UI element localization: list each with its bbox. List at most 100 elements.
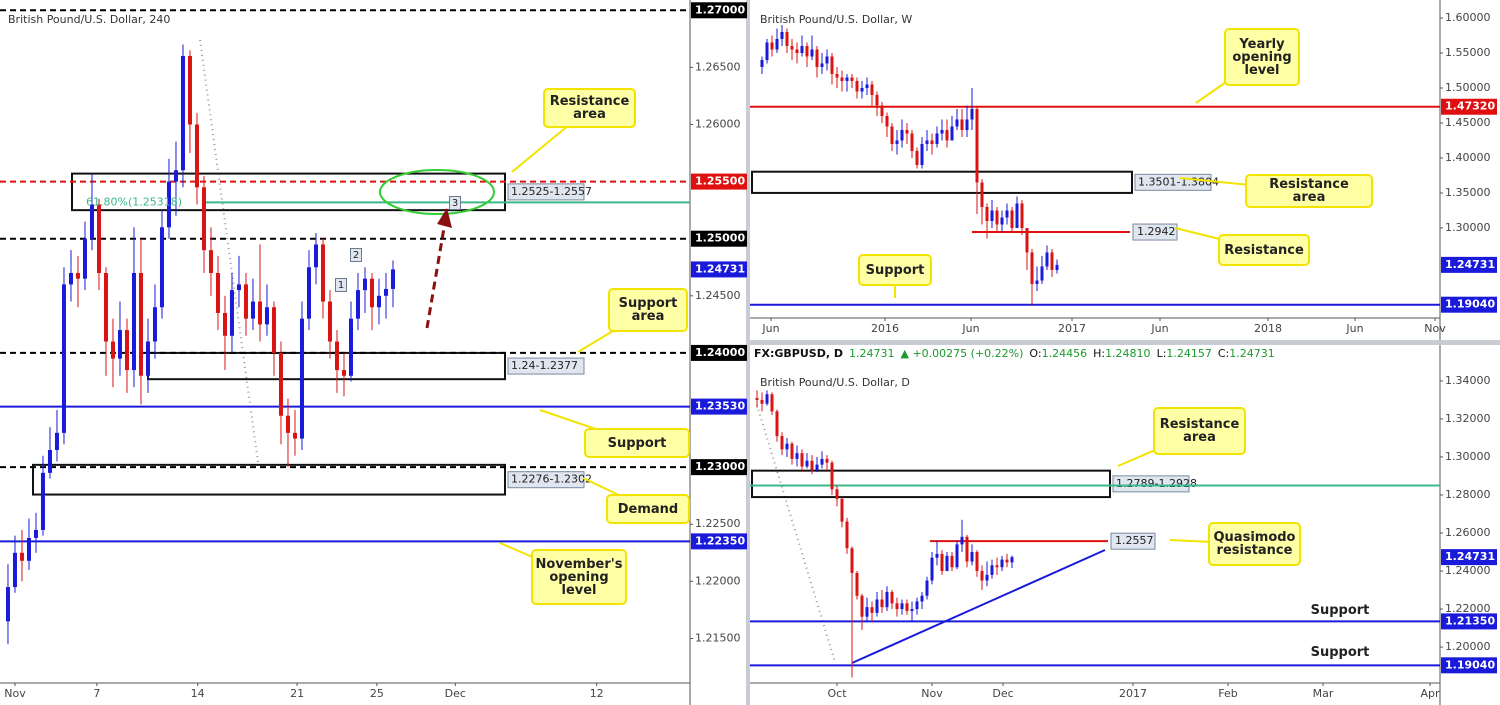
y-tick-label: 1.21500 — [695, 631, 741, 644]
header: FX:GBPUSD, D 1.24731 ▲ +0.00275 (+0.22%) O:… — [754, 347, 1275, 360]
highlight-ellipse — [379, 169, 495, 215]
candle-body — [985, 574, 989, 581]
candle-body — [930, 557, 934, 581]
header-field-value: 1.24810 — [1105, 347, 1151, 360]
header-field-label: L: — [1157, 347, 1167, 360]
candle-body — [965, 119, 969, 130]
level-label: 1.2557 — [1115, 534, 1154, 547]
candle-body — [201, 187, 206, 251]
candle-body — [285, 415, 290, 433]
candle-body — [61, 284, 66, 433]
price-label: 1.23530 — [695, 400, 745, 413]
x-tick-label: Jun — [961, 322, 979, 335]
x-tick-label: 14 — [191, 687, 205, 700]
candle-body — [835, 489, 839, 499]
candle-body — [880, 599, 884, 608]
y-tick-label: 1.22000 — [1445, 602, 1491, 615]
zone — [751, 469, 1111, 499]
price-label-box — [1441, 296, 1497, 313]
callout-frame: November's opening level — [531, 549, 627, 605]
y-tick-label: 1.26000 — [695, 117, 741, 130]
price-label-box — [1441, 98, 1497, 115]
candle-body — [775, 411, 779, 437]
x-tick-label: Jun — [761, 322, 779, 335]
candle-body — [825, 56, 829, 64]
wave-tag: 2 — [350, 248, 362, 262]
candle-body — [278, 352, 283, 416]
y-tick-label: 1.24000 — [1445, 564, 1491, 577]
candle-body — [965, 536, 969, 562]
y-tick-label: 1.34000 — [1445, 374, 1491, 387]
x-tick-label: 2017 — [1058, 322, 1086, 335]
price-label: 1.19040 — [1445, 658, 1495, 671]
x-tick-label: Dec — [445, 687, 466, 700]
zone — [71, 172, 506, 212]
x-tick-label: Feb — [1218, 687, 1237, 700]
price-label: 1.23000 — [695, 460, 745, 473]
callout-frame: 2 — [350, 248, 362, 262]
price-label-box — [691, 459, 747, 476]
candle-body — [805, 45, 809, 57]
candle-body — [341, 370, 346, 376]
candle-body — [840, 77, 844, 81]
price-label: 1.19040 — [1445, 298, 1495, 311]
candle-body — [995, 565, 999, 568]
candle-body — [243, 284, 248, 319]
candle-body — [215, 272, 220, 313]
callout: Support — [858, 254, 932, 286]
candle-body — [800, 45, 804, 53]
candle-body — [990, 210, 994, 221]
candle-body — [1015, 203, 1019, 228]
candle-body — [68, 272, 73, 285]
header-last: 1.24731 — [849, 347, 895, 360]
x-tick-label: 2018 — [1254, 322, 1282, 335]
candle-body — [790, 45, 794, 50]
candle-body — [1010, 557, 1014, 563]
callout: Resistance — [1218, 234, 1310, 266]
candle-body — [960, 536, 964, 545]
candle-body — [1020, 203, 1024, 228]
candle-body — [222, 312, 227, 336]
candle-body — [103, 272, 108, 342]
level-label-box — [1110, 532, 1156, 550]
callout: November's opening level — [531, 549, 627, 605]
candle-body — [1055, 264, 1059, 270]
panel — [750, 345, 1500, 705]
x-tick-label: Mar — [1313, 687, 1334, 700]
x-tick-label: Nov — [4, 687, 26, 700]
panel — [750, 0, 1500, 340]
callout-frame: Resistance area — [1153, 407, 1246, 455]
header-change: ▲ +0.00275 (+0.22%) — [901, 347, 1024, 360]
price-label-box — [691, 398, 747, 415]
candle-body — [930, 140, 934, 144]
candle-body — [955, 544, 959, 568]
candle-body — [194, 124, 199, 188]
x-tick-label: 25 — [370, 687, 384, 700]
trend-line — [199, 39, 259, 463]
y-tick-label: 1.26000 — [1445, 526, 1491, 539]
candle-body — [770, 394, 774, 412]
callout-frame: Resistance area — [1245, 174, 1373, 208]
zone-label: 1.24-1.2377 — [511, 359, 578, 372]
candle-body — [82, 238, 87, 279]
price-label-box — [691, 261, 747, 278]
price-label-box — [1441, 549, 1497, 566]
candle-body — [264, 307, 269, 325]
header-symbol: FX:GBPUSD, D — [754, 347, 843, 360]
x-tick-label: Jun — [1345, 322, 1363, 335]
candle-body — [890, 591, 894, 604]
price-label-box — [691, 2, 747, 19]
callout-frame: Yearly opening level — [1224, 28, 1300, 86]
x-tick-label: 2016 — [871, 322, 899, 335]
price-label-box — [691, 230, 747, 247]
candle-body — [124, 330, 129, 371]
candle-body — [815, 49, 819, 67]
y-tick-label: 1.22000 — [695, 574, 741, 587]
candle-body — [935, 553, 939, 558]
candle-body — [810, 460, 814, 471]
zone-label: 1.3501-1.3804 — [1138, 175, 1219, 188]
candle-body — [760, 399, 764, 404]
candle-body — [925, 140, 929, 144]
x-tick-label: 21 — [290, 687, 304, 700]
